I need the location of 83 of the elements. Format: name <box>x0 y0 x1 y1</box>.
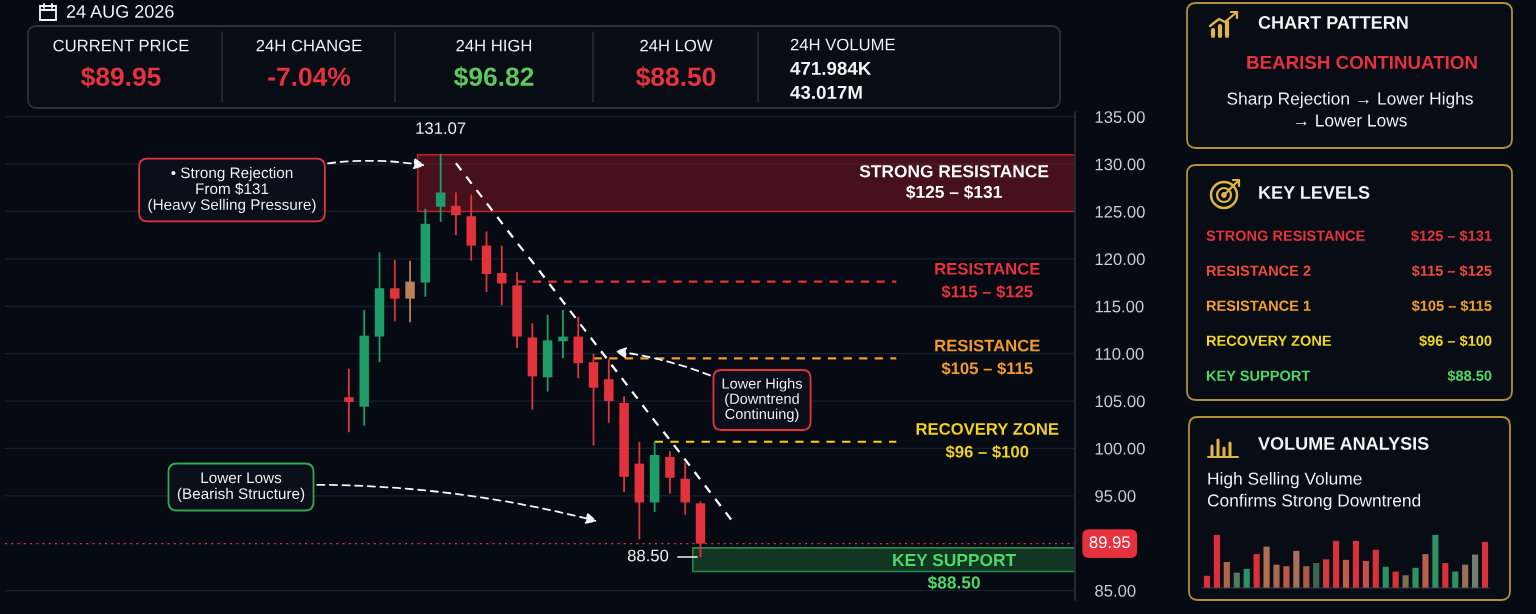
y-tick-label: 100.00 <box>1095 442 1145 455</box>
annotation: 131.07 <box>416 122 466 135</box>
text: BEARISH CONTINUATION <box>1247 55 1477 70</box>
bar <box>1223 562 1230 588</box>
text: $115 – $125 <box>1411 264 1492 277</box>
bar <box>1372 549 1379 588</box>
y-tick-label: 105.00 <box>1095 395 1145 408</box>
bar <box>1283 566 1290 588</box>
text: 24H CHANGE <box>256 39 362 52</box>
bar <box>1462 564 1469 588</box>
candlestick <box>497 244 507 307</box>
bar <box>1303 566 1310 588</box>
text: -7.04% <box>268 67 351 87</box>
bar <box>1422 554 1429 588</box>
candlestick <box>405 259 415 324</box>
candlestick <box>665 450 675 495</box>
ref-line-label: RESISTANCE $105 – $115 <box>935 339 1040 376</box>
text: 471.984K <box>790 61 872 76</box>
bar <box>1352 540 1360 588</box>
y-tick-label: 110.00 <box>1095 348 1144 360</box>
bar <box>1323 559 1330 588</box>
annotation: • Strong Rejection From $131 (Heavy Selling Pressure) <box>148 166 316 214</box>
bar <box>1432 534 1439 588</box>
bar <box>1213 534 1220 588</box>
text: $96.82 <box>453 66 534 88</box>
bar <box>1412 567 1419 588</box>
text: $88.50 <box>635 66 716 88</box>
bar <box>1243 568 1250 588</box>
text: STRONG RESISTANCE <box>1206 230 1365 241</box>
text: CURRENT PRICE <box>53 39 189 52</box>
bar <box>1313 563 1320 588</box>
y-tick-label: 130.00 <box>1095 158 1145 171</box>
y-tick-label: 85.00 <box>1095 584 1136 597</box>
y-tick-label: 120.00 <box>1095 253 1145 266</box>
bar <box>1481 541 1489 588</box>
candlestick <box>604 358 614 424</box>
bar <box>1362 560 1369 588</box>
bar <box>1382 566 1389 588</box>
text: CHART PATTERN <box>1258 16 1408 29</box>
candlestick <box>451 191 461 237</box>
text: $125 – $131 <box>1411 229 1492 242</box>
chart-subtitle: High Selling Volume Confirms Strong Downtrend <box>1207 472 1421 511</box>
text: RECOVERY ZONE <box>1206 335 1332 346</box>
bar <box>1402 575 1409 588</box>
text: RESISTANCE 2 <box>1206 265 1311 276</box>
band-label: KEY SUPPORT $88.50 <box>893 553 1016 590</box>
candlestick <box>680 461 690 516</box>
text: 24H VOLUME <box>790 38 895 51</box>
ref-line-label: 89.95 <box>1089 536 1130 549</box>
chart-title: VOLUME ANALYSIS <box>1258 437 1429 450</box>
text: $105 – $115 <box>1411 299 1492 312</box>
text: 43.017M <box>790 85 862 100</box>
bar <box>1332 540 1340 588</box>
annotation: Lower Highs (Downtrend Continuing) <box>722 378 802 422</box>
text: $96 – $100 <box>1419 334 1492 347</box>
y-tick-label: 135.00 <box>1095 111 1145 123</box>
ref-line-label: RECOVERY ZONE $96 – $100 <box>916 423 1059 459</box>
y-tick-label: 95.00 <box>1095 490 1136 502</box>
text: 24H LOW <box>640 39 713 52</box>
text: $89.95 <box>80 66 161 88</box>
y-tick-label: 115.00 <box>1095 300 1144 313</box>
candlestick <box>344 367 354 434</box>
text: 24H HIGH <box>456 39 532 52</box>
text: Sharp Rejection → Lower Highs → Lower Lows <box>1227 91 1473 127</box>
annotation: 88.50 <box>627 549 669 562</box>
annotation: Lower Lows (Bearish Structure) <box>177 472 305 503</box>
bar <box>1263 546 1270 588</box>
y-tick-label: 125.00 <box>1095 205 1145 218</box>
text: RESISTANCE 1 <box>1206 300 1311 311</box>
candlestick <box>390 258 400 323</box>
band-label: STRONG RESISTANCE $125 – $131 <box>859 165 1049 200</box>
text: KEY LEVELS <box>1259 186 1370 199</box>
candlestick <box>435 153 446 223</box>
bar <box>1472 554 1479 588</box>
bar <box>1253 554 1260 588</box>
text: $88.50 <box>1447 369 1492 382</box>
text: 24 AUG 2026 <box>66 5 174 18</box>
bar <box>1442 563 1449 588</box>
ref-line-label: RESISTANCE $115 – $125 <box>935 262 1040 299</box>
text: KEY SUPPORT <box>1206 370 1311 381</box>
bar <box>1273 564 1280 588</box>
bar <box>1342 559 1350 588</box>
bar <box>1293 550 1300 588</box>
